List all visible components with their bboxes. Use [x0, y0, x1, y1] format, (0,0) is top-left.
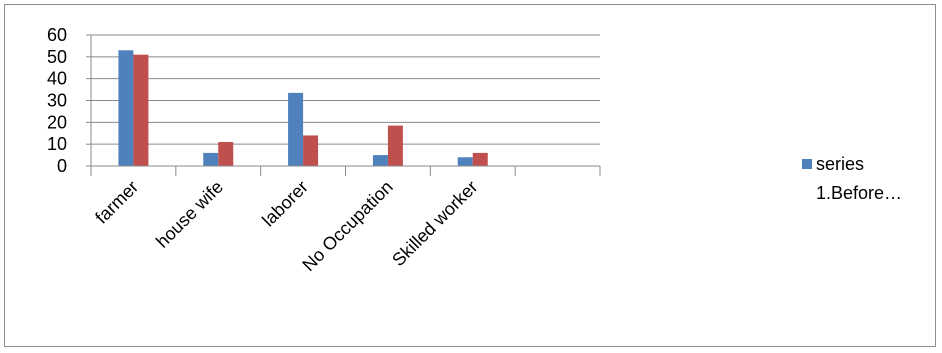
bars — [118, 50, 488, 166]
x-tick-label: laborer — [258, 177, 312, 231]
y-tick-label: 0 — [57, 156, 67, 176]
y-tick-label: 60 — [47, 25, 67, 45]
x-tick-label: farmer — [91, 177, 142, 228]
legend-swatch-series-1 — [802, 159, 812, 169]
y-tick-label: 10 — [47, 134, 67, 154]
bar-series-1-0 — [118, 50, 134, 166]
bar-series-1-2 — [288, 92, 304, 166]
x-tick-label: Skilled worker — [388, 177, 481, 270]
bar-series-2-1 — [218, 141, 234, 166]
bar-series-2-2 — [303, 135, 319, 166]
x-tick-label: No Occupation — [298, 177, 396, 275]
bar-series-1-1 — [203, 152, 219, 166]
bar-series-1-3 — [372, 155, 388, 166]
y-tick-label: 30 — [47, 91, 67, 111]
legend-label-line-2: 1.Before… — [816, 183, 902, 203]
y-tick-label: 40 — [47, 69, 67, 89]
bar-series-1-4 — [457, 157, 473, 166]
bar-series-2-3 — [387, 125, 403, 166]
x-tick-label: house wife — [152, 177, 227, 252]
bar-series-2-4 — [472, 152, 488, 166]
legend-label-line-1: series — [816, 154, 864, 174]
y-tick-label: 50 — [47, 47, 67, 67]
bar-series-2-0 — [133, 54, 149, 166]
gridlines — [91, 34, 600, 145]
chart-frame — [4, 4, 936, 347]
y-tick-label: 20 — [47, 112, 67, 132]
legend: series 1.Before… — [802, 154, 902, 203]
